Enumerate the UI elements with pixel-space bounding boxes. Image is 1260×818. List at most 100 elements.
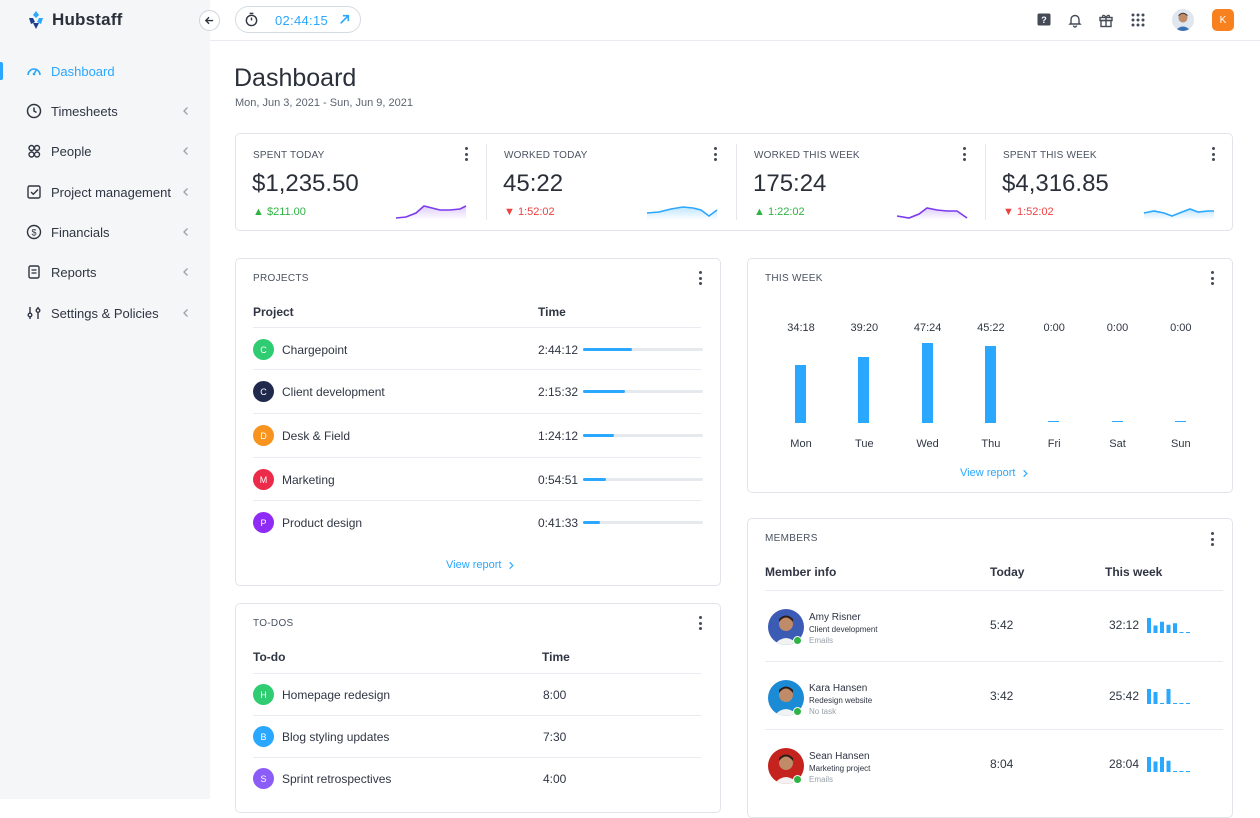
view-report-label: View report [960, 467, 1016, 479]
project-progress-bar [583, 434, 703, 437]
member-row[interactable]: Amy Risner Client development Emails 5:42 32… [765, 590, 1223, 657]
bar-column-sun: 0:00 Sun [1161, 322, 1201, 482]
project-time: 0:54:51 [538, 473, 579, 487]
bar[interactable] [858, 356, 870, 423]
todo-row[interactable]: B Blog styling updates 7:30 [253, 715, 701, 757]
member-row[interactable]: Kara Hansen Redesign website No task 3:42 25… [765, 661, 1223, 728]
bar-column-sat: 0:00 Sat [1098, 322, 1138, 482]
project-row[interactable]: C Client development 2:15:32 [253, 369, 703, 413]
bar-column-fri: 0:00 Fri [1034, 322, 1074, 482]
bar-day-label: Sat [1109, 438, 1126, 450]
mini-bar [1153, 761, 1158, 772]
member-today-time: 3:42 [990, 689, 1014, 703]
more-options-icon[interactable] [698, 271, 702, 285]
todos-card: TO-DOS To-do Time H Homepage redesign 8:00… [235, 603, 721, 813]
bar[interactable] [1048, 421, 1060, 422]
project-name: Client development [282, 385, 385, 399]
online-status-indicator [793, 707, 802, 716]
help-icon[interactable]: ? [1035, 11, 1053, 29]
project-time: 2:15:32 [538, 385, 579, 399]
projects-card: PROJECTS Project Time C Chargepoint 2:44:1… [235, 258, 721, 586]
more-options-icon[interactable] [464, 147, 468, 161]
collapse-sidebar-button[interactable] [199, 10, 220, 31]
sidebar-item-label: Financials [51, 224, 110, 240]
bar[interactable] [984, 346, 996, 423]
project-row[interactable]: M Marketing 0:54:51 [253, 457, 703, 501]
more-options-icon[interactable] [698, 616, 702, 630]
apps-grid-icon[interactable] [1129, 11, 1147, 29]
bar-day-label: Thu [981, 438, 1001, 450]
stat-label: SPENT TODAY [253, 150, 325, 161]
open-external-icon[interactable] [338, 13, 351, 26]
sidebar-item-financials[interactable]: $ Financials [0, 214, 210, 250]
project-row[interactable]: P Product design 0:41:33 [253, 500, 703, 544]
todo-row[interactable]: H Homepage redesign 8:00 [253, 673, 701, 715]
more-options-icon[interactable] [1210, 271, 1214, 285]
bar-value-label: 0:00 [1106, 322, 1129, 334]
column-header-project: Project [253, 305, 294, 319]
more-options-icon[interactable] [713, 147, 717, 161]
chevron-left-icon [183, 188, 188, 196]
sidebar-item-dashboard[interactable]: Dashboard [0, 53, 210, 89]
bar[interactable] [795, 365, 806, 423]
sidebar-item-project-management[interactable]: Project management [0, 174, 210, 210]
bar-value-label: 34:18 [787, 322, 815, 334]
todo-avatar: B [253, 726, 274, 747]
sidebar-item-timesheets[interactable]: Timesheets [0, 93, 210, 129]
chevron-left-icon [183, 107, 188, 115]
hubstaff-logo[interactable]: Hubstaff [26, 9, 123, 31]
organization-badge[interactable]: K [1212, 9, 1234, 31]
project-progress-bar [583, 348, 703, 351]
sparkline [1143, 208, 1214, 220]
mini-bar [1173, 703, 1177, 704]
sidebar-item-reports[interactable]: Reports [0, 254, 210, 290]
column-header-this-week: This week [1105, 565, 1163, 579]
todo-time: 4:00 [543, 772, 567, 786]
sidebar-item-settings-policies[interactable]: Settings & Policies [0, 295, 210, 331]
todo-name: Homepage redesign [282, 688, 391, 702]
more-options-icon[interactable] [962, 147, 966, 161]
sidebar-item-label: Timesheets [51, 103, 118, 119]
svg-text:?: ? [1041, 15, 1047, 25]
bar-column-thu: 45:22 Thu [971, 322, 1011, 482]
project-time: 2:44:12 [538, 343, 579, 357]
member-week-mini-chart [1147, 757, 1190, 772]
member-week-time: 25:42 [1109, 689, 1140, 703]
bar[interactable] [921, 343, 933, 423]
sparkline [646, 206, 718, 220]
this-week-card: THIS WEEK 34:18 Mon 39:20 Tue 47:24 Wed 45:22 T… [747, 258, 1233, 493]
bar[interactable] [1174, 421, 1186, 422]
user-avatar[interactable] [1172, 9, 1194, 31]
todo-avatar: S [253, 768, 274, 789]
more-options-icon[interactable] [1211, 147, 1215, 161]
bar-column-wed: 47:24 Wed [908, 322, 948, 482]
page-title: Dashboard [234, 64, 357, 92]
gift-icon[interactable] [1097, 11, 1115, 29]
stat-label: WORKED TODAY [504, 150, 588, 161]
more-options-icon[interactable] [1210, 532, 1214, 546]
online-status-indicator [793, 636, 802, 645]
checkbox-icon [25, 183, 43, 201]
sidebar-item-label: People [51, 143, 92, 159]
bar[interactable] [1111, 421, 1123, 422]
mini-bar [1147, 618, 1151, 633]
clock-icon [25, 102, 43, 120]
sparkline [395, 205, 467, 220]
project-row[interactable]: D Desk & Field 1:24:12 [253, 413, 703, 457]
dashboard-icon [25, 62, 43, 80]
bell-icon[interactable] [1066, 11, 1084, 29]
timer-widget[interactable]: 02:44:15 [235, 6, 361, 33]
column-header-todo: To-do [253, 650, 286, 664]
project-row[interactable]: C Chargepoint 2:44:12 [253, 327, 703, 371]
column-header-time: Time [542, 650, 570, 664]
view-report-link[interactable]: View report [960, 467, 1029, 479]
todo-row[interactable]: S Sprint retrospectives 4:00 [253, 757, 701, 799]
mini-bar [1173, 771, 1177, 772]
view-report-link[interactable]: View report [446, 559, 515, 571]
sidebar-item-people[interactable]: People [0, 133, 210, 169]
mini-bar [1153, 692, 1158, 704]
chevron-right-icon [1023, 469, 1029, 477]
stat-value: $4,316.85 [1002, 170, 1109, 197]
member-row[interactable]: Sean Hansen Marketing project Emails 8:04 28… [765, 729, 1223, 796]
stat-change-value: 1:52:02 [1016, 206, 1054, 218]
